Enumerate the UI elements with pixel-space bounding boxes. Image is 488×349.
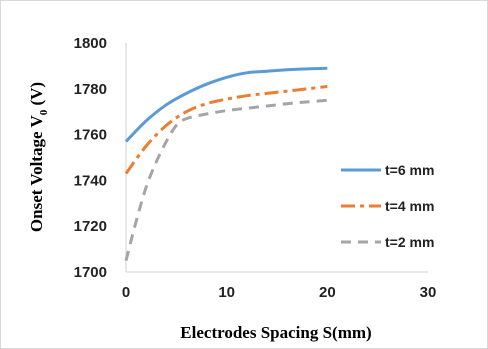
x-tick-labels: 0 10 20 30 [122, 284, 437, 301]
y-tick-label: 1740 [74, 172, 107, 189]
series-line-t-6-mm [124, 66, 328, 143]
y-tick-labels: 1700 1720 1740 1760 1780 1800 [74, 35, 107, 281]
x-tick-label: 30 [420, 284, 437, 301]
y-tick-label: 1700 [74, 264, 107, 281]
y-tick-label: 1780 [74, 81, 107, 98]
legend-label: t=4 mm [385, 198, 434, 214]
y-axis-title-main: Onset Voltage V [27, 115, 46, 233]
series-line-t-2-mm [124, 98, 328, 261]
y-tick-label: 1720 [74, 218, 107, 235]
series-line-t-4-mm [124, 85, 328, 175]
x-tick-label: 20 [319, 284, 336, 301]
y-axis-title-unit: (V) [27, 82, 46, 110]
y-tick-label: 1760 [74, 127, 107, 144]
x-tick-label: 0 [122, 284, 130, 301]
x-tick-label: 10 [218, 284, 235, 301]
y-axis-title-subscript: 0 [38, 109, 50, 115]
legend-label: t=2 mm [385, 234, 434, 250]
y-axis-title: Onset Voltage V0 (V) [27, 82, 50, 232]
legend-label: t=6 mm [385, 162, 434, 178]
x-axis-title: Electrodes Spacing S(mm) [180, 323, 371, 342]
y-tick-label: 1800 [74, 35, 107, 52]
legend: t=6 mm t=4 mm t=2 mm [341, 162, 434, 250]
series-layer [124, 66, 328, 261]
